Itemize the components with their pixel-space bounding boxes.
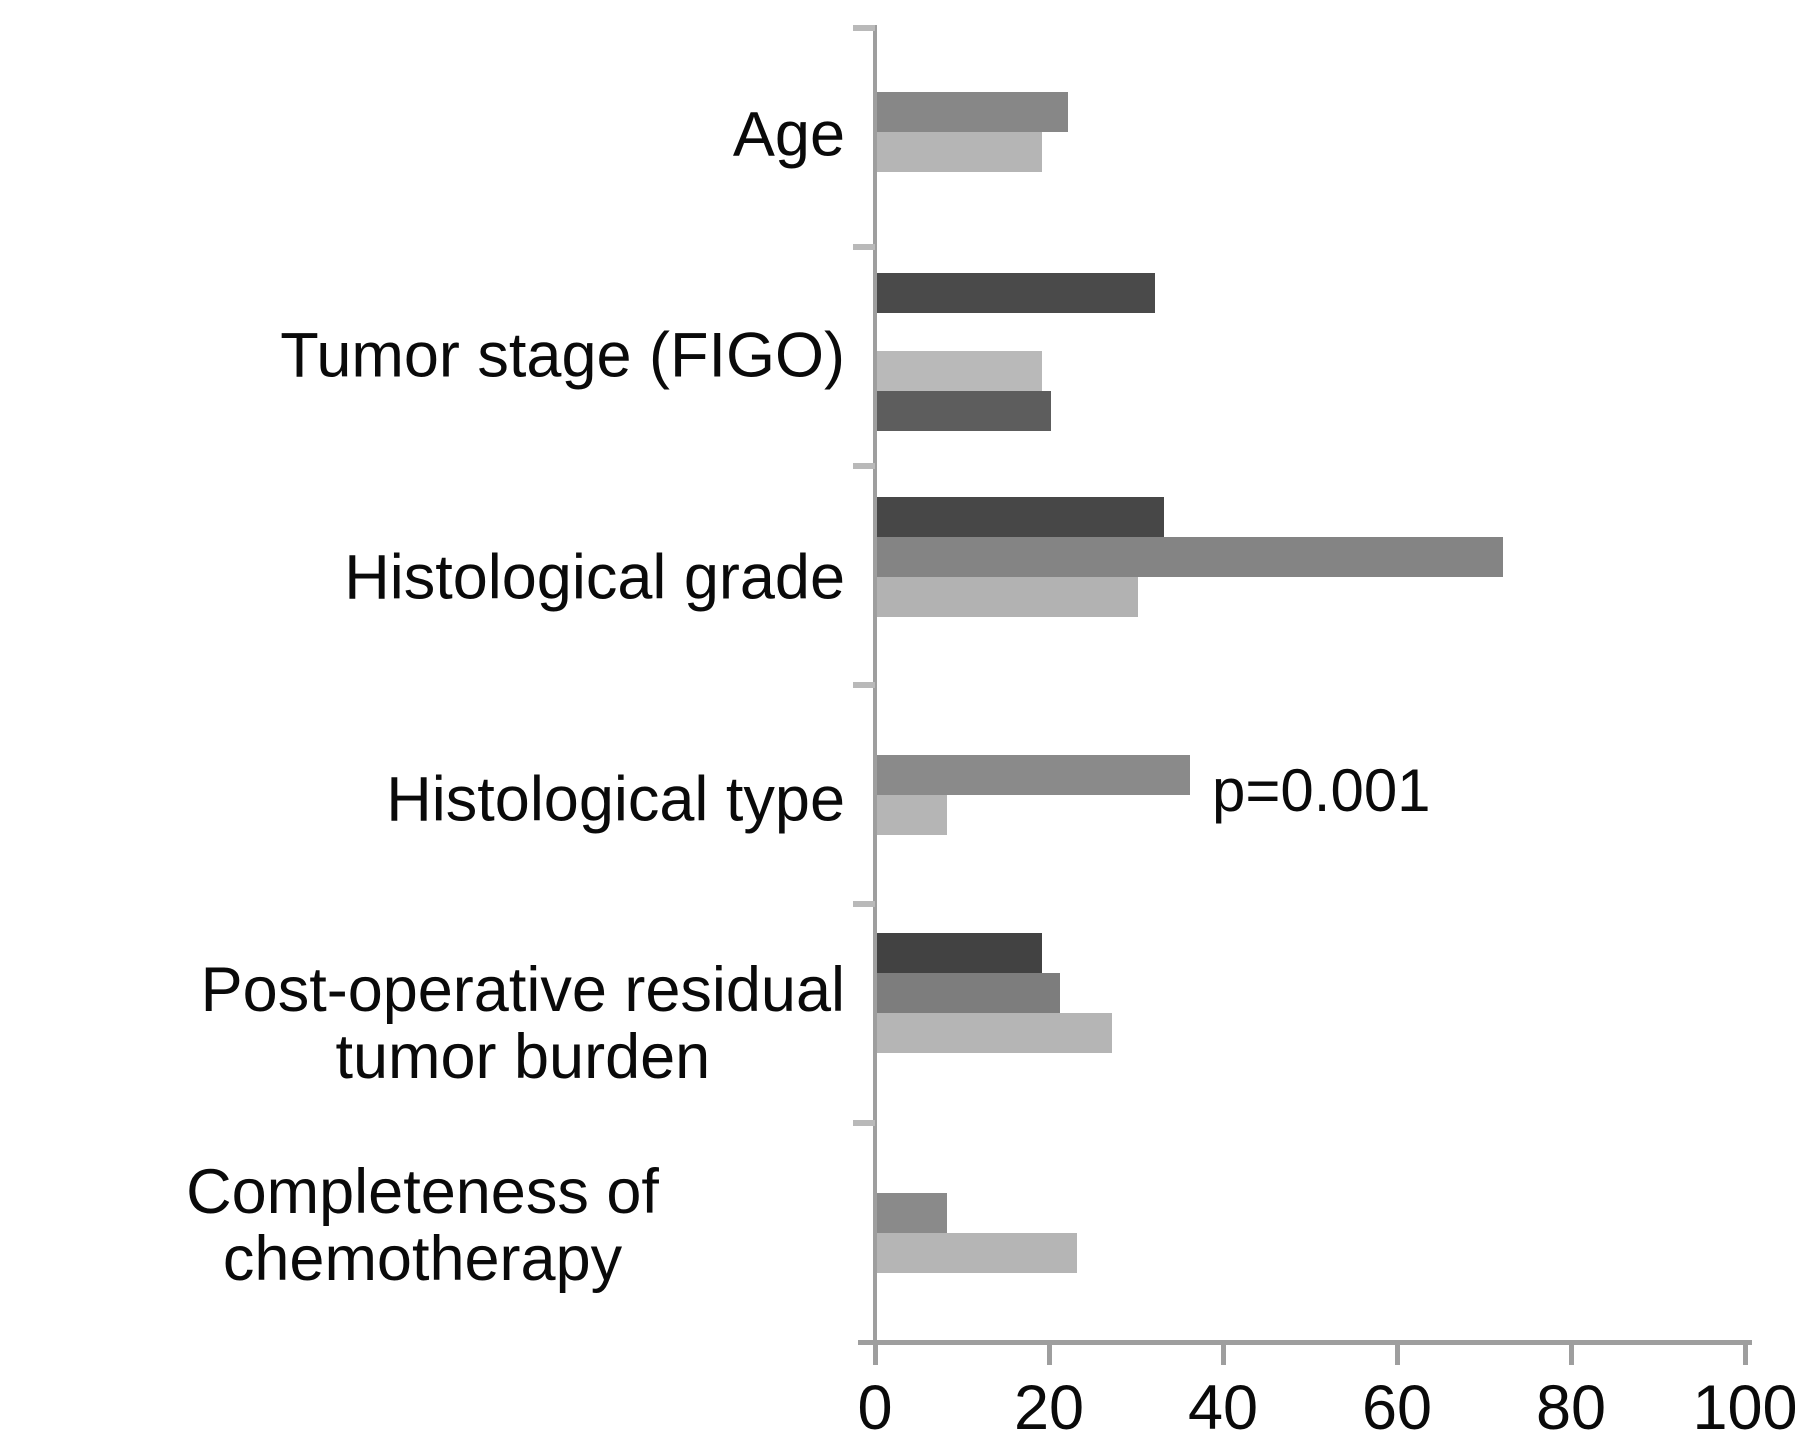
- x-tick-label: 40: [1187, 1373, 1259, 1443]
- bar: [877, 132, 1042, 172]
- category-label-text: Histological grade: [344, 542, 845, 613]
- bar: [877, 933, 1042, 973]
- y-axis-tick: [853, 682, 875, 688]
- category-label-text: Post-operative residual tumor burden: [200, 955, 845, 1092]
- bar: [877, 973, 1060, 1013]
- x-tick-label: 100: [1692, 1373, 1795, 1443]
- category-label: Completeness of chemotherapy: [0, 1159, 845, 1293]
- bar: [877, 537, 1503, 577]
- category-label: Tumor stage (FIGO): [0, 320, 845, 391]
- category-label: Age: [0, 99, 845, 170]
- category-label: Histological type: [0, 764, 845, 835]
- x-tick-label: 60: [1361, 1373, 1433, 1443]
- x-axis-tick: [1743, 1340, 1748, 1365]
- bar: [877, 273, 1155, 313]
- y-axis-tick: [853, 463, 875, 469]
- bar: [877, 1013, 1112, 1053]
- p-value-annotation: p=0.001: [1212, 757, 1431, 824]
- y-axis-tick: [853, 1120, 875, 1126]
- y-axis-tick: [853, 901, 875, 907]
- category-label-text: Tumor stage (FIGO): [280, 320, 845, 391]
- y-axis-line: [873, 25, 877, 1344]
- category-label: Post-operative residual tumor burden: [0, 957, 845, 1091]
- y-axis-tick: [853, 244, 875, 250]
- bar: [877, 1233, 1077, 1273]
- category-label-text: Histological type: [386, 764, 845, 835]
- x-axis-tick: [1221, 1340, 1226, 1365]
- x-axis-tick: [1395, 1340, 1400, 1365]
- bar: [877, 351, 1042, 391]
- bar: [877, 577, 1138, 617]
- x-tick-label: 80: [1535, 1373, 1607, 1443]
- bar: [877, 755, 1190, 795]
- category-label-text: Completeness of chemotherapy: [186, 1157, 659, 1294]
- x-axis-tick: [873, 1340, 878, 1365]
- category-label: Histological grade: [0, 542, 845, 613]
- x-tick-label: 20: [1013, 1373, 1085, 1443]
- bar: [877, 795, 947, 835]
- category-label-text: Age: [732, 99, 845, 170]
- bar: [877, 497, 1164, 537]
- x-axis-line: [858, 1340, 1752, 1345]
- bar: [877, 391, 1051, 431]
- bar: [877, 1193, 947, 1233]
- y-axis-tick: [853, 25, 875, 31]
- bar: [877, 92, 1068, 132]
- x-tick-label: 0: [857, 1373, 893, 1443]
- x-axis-tick: [1047, 1340, 1052, 1365]
- x-axis-tick: [1569, 1340, 1574, 1365]
